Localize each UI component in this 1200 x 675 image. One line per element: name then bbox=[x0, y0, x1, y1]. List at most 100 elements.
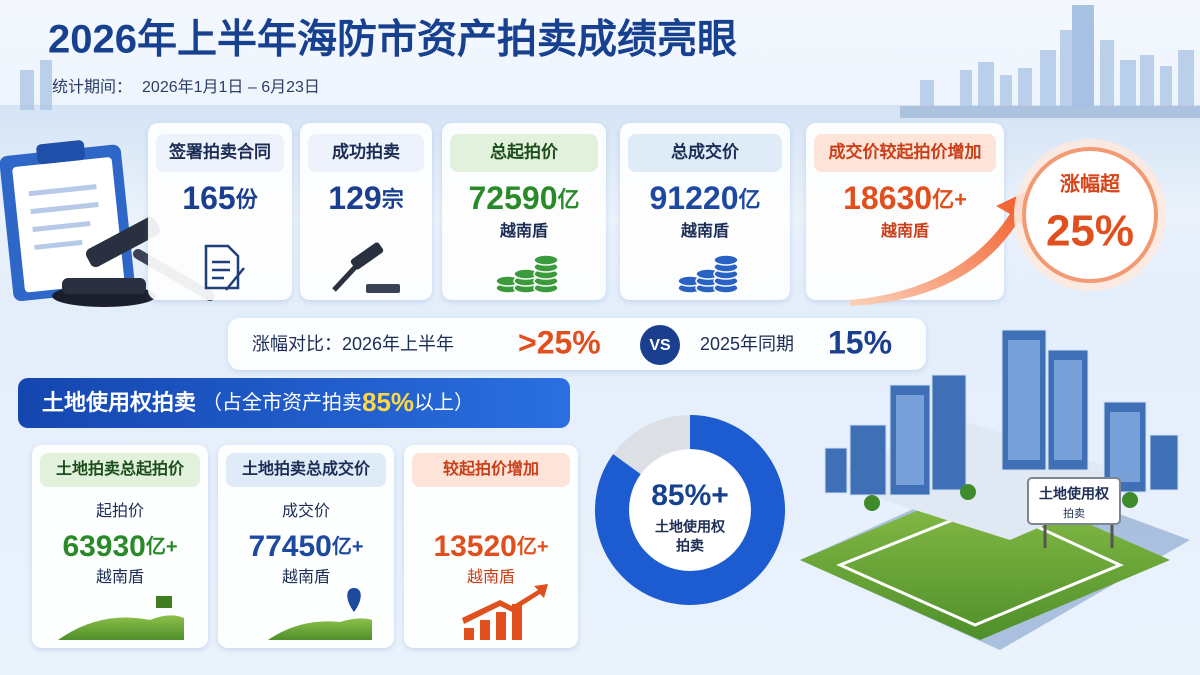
land-title-line: 土地使用权拍卖 （占全市资产拍卖85%以上） bbox=[42, 387, 474, 417]
field-icon bbox=[58, 615, 184, 640]
stat-unit: 亿+ bbox=[932, 187, 967, 212]
land-header-part bbox=[18, 378, 570, 428]
skyline-part bbox=[1140, 55, 1154, 110]
skyline-part bbox=[20, 70, 34, 110]
period: 统计期间： 2026年1月1日 – 6月23日 bbox=[52, 78, 320, 96]
donut-segment bbox=[595, 415, 785, 605]
sign-text: 土地使用权 bbox=[1039, 486, 1110, 502]
stat-number: 72590 bbox=[469, 180, 558, 216]
donut-caption: 土地使用权 bbox=[655, 519, 726, 535]
stat-label: 成功拍卖 bbox=[332, 141, 400, 161]
city-illustration-part bbox=[1027, 477, 1121, 525]
skyline-part bbox=[1072, 5, 1094, 110]
stat-card: 总成交价 91220亿 越南盾 bbox=[620, 123, 790, 300]
clipboard-illustration-part bbox=[85, 216, 161, 268]
bars-icon-part bbox=[462, 584, 548, 624]
donut-center: 85%+ 土地使用权 拍卖 bbox=[630, 450, 750, 570]
land-card-number: 13520 bbox=[433, 530, 516, 563]
skyline-part bbox=[1060, 30, 1074, 110]
gavel-icon-part bbox=[366, 284, 400, 293]
comparison-bar-part bbox=[228, 318, 926, 370]
skyline-part bbox=[1000, 75, 1012, 110]
land-card: 土地拍卖总起拍价 起拍价 63930亿+ 越南盾 bbox=[32, 445, 208, 648]
field-icon bbox=[268, 618, 372, 640]
growth-badge: 涨幅超 25% bbox=[1014, 139, 1166, 291]
stat-card-part bbox=[450, 134, 598, 172]
city-illustration-part-part bbox=[1149, 434, 1179, 491]
city-illustration-part bbox=[836, 503, 1124, 627]
clipboard-illustration-part bbox=[36, 140, 86, 165]
skyline-part bbox=[1178, 50, 1194, 110]
land-card-label: 成交价 bbox=[282, 502, 330, 520]
clipboard-illustration-part-part bbox=[28, 184, 97, 197]
land-note-suffix: 以上） bbox=[414, 391, 474, 414]
skyline-part bbox=[1160, 66, 1172, 110]
land-header: 土地使用权拍卖 （占全市资产拍卖85%以上） bbox=[18, 378, 570, 428]
stat-card: 签署拍卖合同 165份 bbox=[148, 123, 292, 300]
stat-card: 成交价较起拍价增加 18630亿+ 越南盾 bbox=[806, 123, 1004, 300]
land-card-number: 77450 bbox=[248, 530, 331, 563]
land-card-unit: 亿+ bbox=[146, 534, 178, 558]
city-illustration-part-part bbox=[824, 447, 848, 494]
skyline-part bbox=[1120, 60, 1136, 110]
stat-value: 72590亿 bbox=[469, 180, 580, 216]
clipboard-illustration-part bbox=[62, 278, 146, 294]
city-illustration-part-part bbox=[1054, 360, 1082, 460]
stat-currency: 越南盾 bbox=[499, 221, 548, 240]
land-card-unit: 亿+ bbox=[332, 534, 364, 558]
document-icon-part bbox=[204, 244, 240, 290]
stat-number: 91220 bbox=[650, 180, 739, 216]
land-card-currency: 越南盾 bbox=[96, 568, 144, 586]
stat-card-part bbox=[156, 134, 284, 172]
city-illustration-part-part bbox=[864, 495, 880, 511]
land-card-currency: 越南盾 bbox=[467, 568, 515, 586]
stat-unit: 亿 bbox=[557, 187, 579, 212]
stat-value: 165份 bbox=[182, 180, 258, 216]
bars-icon-part bbox=[496, 612, 506, 640]
comparison-bar: 涨幅对比：2026年上半年 >25% VS 2025年同期 15% bbox=[228, 318, 926, 370]
flag-icon bbox=[156, 596, 172, 608]
skyline-part bbox=[1040, 50, 1056, 110]
stat-label: 签署拍卖合同 bbox=[168, 141, 271, 161]
land-card-number: 63930 bbox=[62, 530, 145, 563]
previous-period: 2025年同期 bbox=[700, 334, 794, 354]
land-card: 土地拍卖总成交价 成交价 77450亿+ 越南盾 bbox=[218, 445, 394, 648]
stat-value: 18630亿+ bbox=[843, 180, 967, 216]
bars-icon-part bbox=[480, 620, 490, 640]
clipboard-illustration-part-part bbox=[34, 239, 83, 250]
gavel-icon-part bbox=[332, 260, 362, 292]
period-range: 2026年1月1日 – 6月23日 bbox=[142, 78, 320, 96]
comparison-label: 涨幅对比： bbox=[252, 334, 342, 354]
stat-card-part bbox=[814, 134, 996, 172]
previous-value: 15% bbox=[828, 324, 892, 360]
donut-caption: 拍卖 bbox=[676, 538, 704, 554]
current-period: 2026年上半年 bbox=[342, 334, 454, 354]
city-illustration-part-part bbox=[1110, 412, 1140, 482]
skyline-part bbox=[1100, 40, 1114, 110]
skyline-part bbox=[900, 106, 1200, 118]
period-label: 统计期间： bbox=[52, 78, 132, 96]
stat-number: 129 bbox=[328, 180, 381, 216]
donut-center-part bbox=[630, 450, 750, 570]
stat-value: 91220亿 bbox=[650, 180, 761, 216]
document-icon-part bbox=[225, 267, 245, 291]
badge-label: 涨幅超 bbox=[1060, 171, 1121, 195]
clipboard-illustration-part-part bbox=[32, 220, 91, 233]
stat-number: 18630 bbox=[843, 180, 932, 216]
skyline-part bbox=[40, 60, 52, 110]
land-card-value: 13520亿+ bbox=[433, 530, 548, 563]
skyline-part bbox=[960, 70, 972, 110]
document-icon bbox=[204, 244, 245, 291]
bars-icon-part bbox=[512, 604, 522, 640]
land-card-heading: 土地拍卖总成交价 bbox=[242, 459, 371, 478]
city-illustration-part-part bbox=[960, 484, 976, 500]
badge-value: 25% bbox=[1046, 207, 1134, 256]
land-card-heading: 较起拍价增加 bbox=[443, 459, 539, 478]
coins-icon bbox=[495, 254, 559, 294]
comparison-text: 涨幅对比：2026年上半年 bbox=[252, 334, 454, 354]
skyline-part bbox=[1018, 68, 1032, 110]
land-card-currency: 越南盾 bbox=[282, 568, 330, 586]
donut-label: 85%+ bbox=[651, 479, 729, 512]
stat-label: 总起拍价 bbox=[490, 141, 559, 161]
